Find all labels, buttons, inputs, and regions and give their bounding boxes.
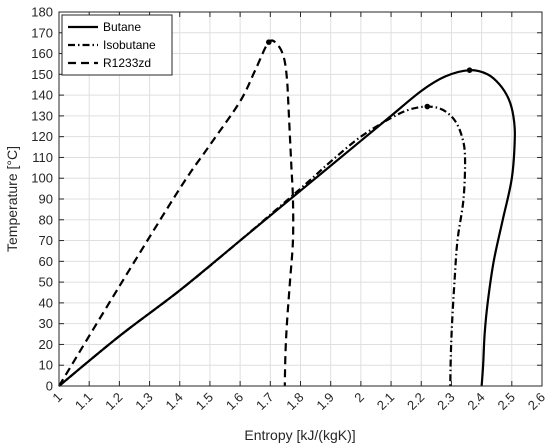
y-tick-label: 110 xyxy=(32,150,53,165)
y-tick-label: 130 xyxy=(31,108,53,123)
y-tick-label: 10 xyxy=(39,358,53,373)
plot-frame xyxy=(58,11,543,387)
critical-point-r1233zd xyxy=(266,39,272,45)
y-tick-label: 140 xyxy=(31,88,53,103)
legend-label-r1233zd: R1233zd xyxy=(103,56,151,70)
y-tick-label: 0 xyxy=(46,379,53,394)
legend-label-butane: Butane xyxy=(103,20,141,34)
y-tick-label: 40 xyxy=(39,295,53,310)
legend: Butane Isobutane R1233zd xyxy=(61,14,173,76)
legend-box xyxy=(61,14,173,76)
y-tick-label: 170 xyxy=(31,25,53,40)
y-axis-label: Temperature [°C] xyxy=(4,146,20,252)
series-line-r1233zd xyxy=(58,39,295,387)
critical-point-butane xyxy=(466,67,473,73)
y-tick-labels: 0 10 20 30 40 50 60 70 80 90 100 110 120 130 140 150 160… xyxy=(31,5,53,394)
y-tick-label: 160 xyxy=(31,46,53,61)
data-series xyxy=(58,39,516,387)
y-tick-label: 100 xyxy=(31,171,53,186)
y-tick-label: 70 xyxy=(39,233,53,248)
y-tick-label: 60 xyxy=(39,254,53,269)
series-line-isobutane xyxy=(58,105,467,387)
y-tick-label: 90 xyxy=(39,192,53,207)
x-axis-label: Entropy [kJ/(kgK)] xyxy=(244,427,355,443)
y-tick-label: 180 xyxy=(31,5,53,20)
y-tick-label: 20 xyxy=(39,337,53,352)
y-tick-label: 50 xyxy=(39,275,53,290)
y-tick-label: 120 xyxy=(31,129,53,144)
y-tick-label: 30 xyxy=(39,316,53,331)
y-tick-label: 80 xyxy=(39,212,53,227)
legend-label-isobutane: Isobutane xyxy=(103,38,156,52)
y-tick-label: 150 xyxy=(31,67,53,82)
critical-point-isobutane xyxy=(424,103,431,110)
